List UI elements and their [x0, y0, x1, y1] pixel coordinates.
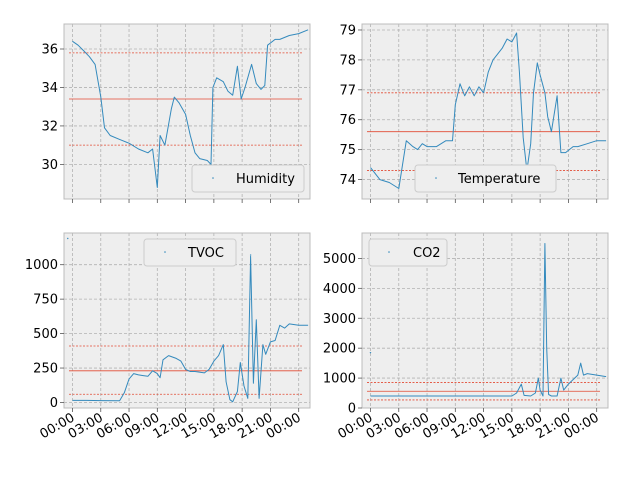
y-tick-label: 76	[339, 113, 356, 128]
legend-box	[414, 164, 557, 193]
y-tick-label: 34	[41, 81, 58, 96]
humidity-panel: 30 32 34 36 Humidity	[41, 23, 311, 203]
y-tick-label: 36	[41, 43, 58, 58]
legend-label: CO2	[413, 246, 441, 261]
y-tick-label: 2000	[323, 342, 356, 357]
legend-box	[368, 238, 448, 267]
legend-marker	[164, 251, 166, 253]
temperature-panel: 74 75 76 77 78 79 Temperature	[339, 23, 609, 203]
y-tick-label: 750	[33, 293, 58, 308]
temperature-legend: Temperature	[414, 164, 557, 193]
y-tick-label: 5000	[323, 252, 356, 267]
y-tick-label: 78	[339, 53, 356, 68]
co2-panel: 01000200030004000500000:0003:0006:0009:0…	[323, 232, 609, 442]
legend-label: TVOC	[187, 246, 224, 261]
y-tick-label: 32	[41, 119, 58, 134]
y-tick-label: 1000	[25, 258, 58, 273]
legend-label: Humidity	[236, 172, 295, 187]
y-tick-label: 500	[33, 327, 58, 342]
y-tick-label: 77	[339, 83, 356, 98]
axes-frame	[63, 232, 311, 409]
legend-marker	[435, 177, 437, 179]
y-tick-label: 0	[348, 402, 356, 417]
y-tick-label: 3000	[323, 312, 356, 327]
axes-frame	[361, 232, 609, 409]
axes-frame	[63, 23, 311, 200]
y-tick-label: 0	[50, 396, 58, 411]
y-tick-label: 79	[339, 23, 356, 38]
legend-marker	[212, 177, 214, 179]
legend-marker	[388, 251, 390, 253]
series-point	[369, 351, 372, 354]
tvoc-panel: 0250500750100000:0003:0006:0009:0012:001…	[25, 232, 311, 442]
y-tick-label: 30	[41, 158, 58, 173]
series-line	[72, 29, 309, 188]
series-line	[72, 255, 309, 403]
series-line	[370, 243, 607, 397]
axes-frame	[361, 23, 609, 200]
series-line	[370, 32, 607, 189]
y-tick-label: 4000	[323, 282, 356, 297]
y-tick-label: 1000	[323, 372, 356, 387]
tvoc-legend: TVOC	[143, 238, 237, 267]
legend-label: Temperature	[457, 172, 540, 187]
y-tick-label: 250	[33, 362, 58, 377]
humidity-legend: Humidity	[191, 164, 305, 193]
co2-legend: CO2	[368, 238, 448, 267]
legend-box	[191, 164, 305, 193]
legend-box	[143, 238, 237, 267]
y-tick-label: 75	[339, 143, 356, 158]
series-point	[249, 254, 252, 256]
y-tick-label: 74	[339, 173, 356, 188]
series-point	[67, 237, 69, 240]
